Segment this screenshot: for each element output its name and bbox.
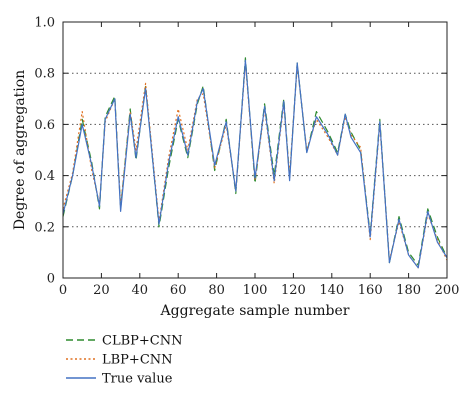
x-tick-label: 0 [59, 283, 67, 298]
series-line [62, 57, 448, 266]
y-tick-label: 0.8 [34, 67, 55, 82]
x-tick-label: 180 [396, 283, 421, 298]
axis-ticks: 0 20 40 60 80 100 120 140 160 180 200 0 0.2 0.4 0.6 0.8… [34, 16, 459, 299]
legend-label: True value [102, 372, 173, 387]
series-line [62, 59, 448, 269]
legend-label: CLBP+CNN [102, 334, 182, 349]
x-tick-label: 80 [208, 283, 225, 298]
x-tick-label: 20 [93, 283, 110, 298]
y-axis-label: Degree of aggregation [12, 70, 28, 230]
legend: CLBP+CNN LBP+CNN True value [66, 334, 182, 387]
plot-frame [62, 21, 448, 279]
x-axis-label: Aggregate sample number [160, 303, 350, 319]
x-tick-label: 160 [358, 283, 383, 298]
series-line [62, 62, 448, 269]
y-tick-label: 0.4 [34, 169, 55, 184]
x-tick-label: 120 [281, 283, 306, 298]
y-tick-label: 1.0 [34, 16, 55, 31]
y-tick-label: 0 [47, 272, 55, 287]
x-tick-label: 100 [243, 283, 268, 298]
y-tick-label: 0.2 [34, 220, 55, 235]
series-lines [62, 57, 448, 269]
x-tick-label: 200 [435, 283, 460, 298]
x-tick-label: 40 [132, 283, 149, 298]
x-tick-label: 60 [170, 283, 187, 298]
legend-label: LBP+CNN [102, 353, 173, 368]
y-tick-label: 0.6 [34, 118, 55, 133]
x-tick-label: 140 [319, 283, 344, 298]
